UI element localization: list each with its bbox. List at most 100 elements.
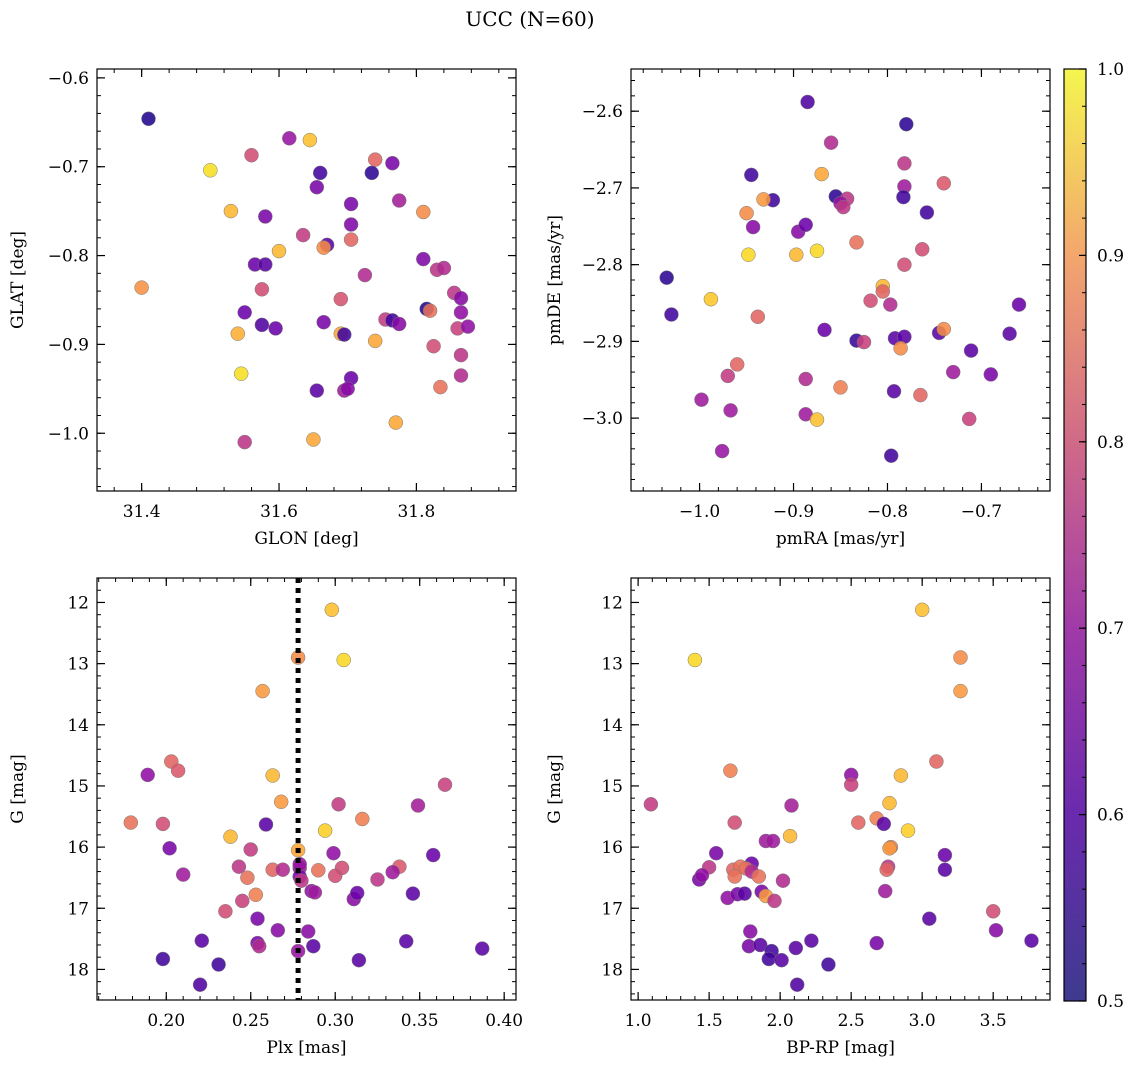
scatter-point	[416, 204, 431, 220]
scatter-point	[821, 957, 836, 972]
scatter-point	[953, 650, 968, 665]
scatter-point	[273, 794, 289, 810]
scatter-point	[836, 199, 851, 215]
scatter-point	[937, 847, 953, 863]
scatter-point	[694, 867, 710, 883]
scatter-point	[162, 841, 177, 856]
y-tick-label: −2.9	[582, 332, 623, 352]
scatter-point	[254, 317, 270, 333]
scatter-point	[218, 904, 233, 919]
scatter-point	[336, 652, 351, 668]
scatter-point	[385, 155, 400, 171]
scatter-point	[727, 815, 742, 830]
scatter-point	[919, 205, 935, 220]
y-tick-label: −0.7	[48, 158, 89, 178]
x-tick-label: 0.35	[401, 1011, 439, 1031]
scatter-point	[823, 135, 839, 150]
scatter-point	[155, 816, 171, 832]
y-tick-label: −0.9	[48, 335, 89, 355]
colorbar-tick-label: 1.0	[1097, 60, 1124, 80]
colorbar-gradient	[1063, 68, 1087, 1002]
scatter-point	[317, 823, 333, 838]
scatter-point	[789, 247, 804, 262]
y-tick-label: 12	[67, 593, 89, 613]
scatter-point	[391, 316, 407, 332]
y-tick-label: 18	[601, 960, 623, 980]
scatter-points	[643, 602, 1039, 992]
y-tick-label: 12	[601, 593, 623, 613]
x-tick-label: 0.25	[232, 1011, 270, 1031]
scatter-point	[761, 951, 777, 967]
scatter-point	[123, 815, 139, 830]
scatter-point	[879, 862, 894, 877]
scatter-point	[175, 867, 191, 882]
scatter-point	[814, 166, 829, 182]
scatter-point	[351, 952, 367, 968]
scatter-point	[1024, 933, 1039, 948]
scatter-point	[899, 116, 914, 132]
scatter-point	[474, 941, 490, 956]
scatter-point	[729, 357, 745, 372]
x-axis-label: Plx [mas]	[266, 1038, 346, 1058]
x-tick-label: 31.4	[123, 502, 161, 522]
x-tick-label: 31.6	[260, 502, 298, 522]
scatter-point	[324, 602, 340, 618]
x-axis-label: pmRA [mas/yr]	[776, 529, 905, 549]
scatter-point	[385, 864, 400, 880]
scatter-point	[809, 243, 825, 259]
y-tick-label: 17	[601, 899, 623, 919]
scatter-point	[230, 326, 246, 341]
scatter-point	[897, 257, 912, 272]
scatter-point	[798, 217, 813, 233]
scatter-point	[782, 828, 798, 844]
x-tick-label: 1.5	[696, 1011, 723, 1031]
colorbar-tick-label: 0.7	[1097, 619, 1124, 639]
x-tick-label: 0.30	[316, 1011, 354, 1031]
scatter-point	[804, 933, 819, 948]
y-tick-label: 13	[601, 655, 623, 675]
scatter-point	[270, 923, 286, 938]
scatter-point	[893, 768, 909, 783]
scatter-point	[687, 652, 703, 668]
scatter-point	[436, 260, 452, 276]
colorbar-tick-label: 0.9	[1097, 246, 1124, 266]
scatter-point	[875, 284, 891, 299]
y-tick-label: −1.0	[48, 424, 89, 444]
scatter-point	[134, 280, 149, 295]
scatter-point	[727, 869, 742, 884]
scatter-point	[744, 167, 759, 183]
scatter-point	[307, 885, 323, 900]
y-axis-label: pmDE [mas/yr]	[545, 215, 565, 345]
scatter-point	[254, 282, 270, 297]
scatter-point	[422, 303, 438, 318]
scatter-point	[141, 111, 156, 127]
panel-pmra-pmde: −1.0 −0.9 −0.8 −0.7 −2.6 −2.7 −2.8 −2.9 −3.0 pmRA…	[545, 68, 1051, 549]
scatter-point	[886, 384, 902, 399]
scatter-points	[659, 94, 1027, 463]
scatter-point	[349, 885, 365, 901]
panel-glon-glat: 31.4 31.6 31.8 −0.6 −0.7 −0.8 −0.9 −1.0 GLON [de…	[8, 68, 517, 549]
scatter-point	[316, 314, 331, 330]
scatter-point	[433, 379, 448, 395]
scatter-point	[306, 938, 321, 954]
y-tick-label: −3.0	[582, 409, 623, 429]
scatter-point	[331, 797, 346, 812]
scatter-point	[302, 132, 318, 148]
y-tick-label: −2.8	[582, 256, 623, 276]
scatter-point	[357, 267, 373, 283]
figure-title: UCC (N=60)	[465, 7, 594, 31]
scatter-point	[410, 798, 426, 813]
scatter-point	[426, 338, 441, 354]
scatter-point	[988, 923, 1004, 938]
scatter-point	[316, 240, 331, 255]
scatter-point	[140, 767, 155, 783]
scatter-point	[789, 977, 805, 992]
scatter-point	[398, 934, 414, 949]
scatter-point	[240, 870, 255, 885]
y-tick-label: −0.8	[48, 247, 89, 267]
scatter-point	[194, 933, 210, 948]
scatter-point	[833, 380, 848, 395]
scatter-point	[767, 893, 782, 909]
scatter-point	[750, 309, 766, 325]
